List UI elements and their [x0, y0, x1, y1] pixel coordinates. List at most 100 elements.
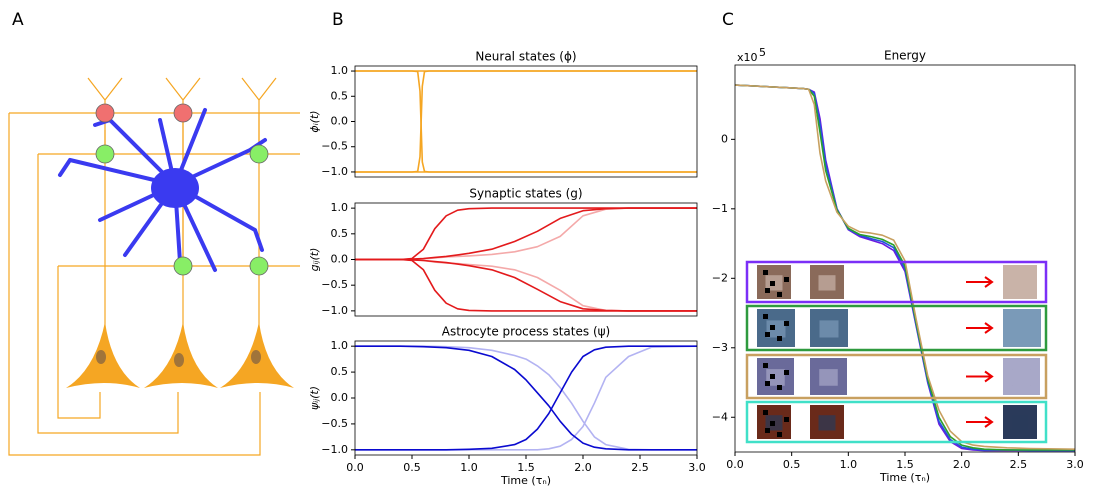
- arrow: [966, 322, 994, 334]
- occlusion: [777, 292, 782, 297]
- row-frame: [745, 400, 1048, 444]
- y-tick-label: −2: [712, 271, 728, 284]
- occlusion: [784, 277, 789, 282]
- plot-frame: [354, 202, 698, 317]
- y-tick-label: 1.0: [331, 64, 349, 77]
- occlusion: [763, 314, 768, 319]
- series-line: [355, 345, 698, 451]
- neurons: [66, 322, 294, 388]
- y-tick-label: 0.0: [331, 253, 349, 266]
- chart-title: Neural states (ϕ): [475, 50, 576, 64]
- occlusion: [765, 288, 770, 293]
- x-tick-label: 1.0: [840, 458, 858, 471]
- chart-title: Astrocyte process states (ψ): [442, 325, 610, 339]
- x-tick-label: 3.0: [1066, 458, 1084, 471]
- series-line: [355, 345, 697, 451]
- occlusion: [770, 374, 775, 379]
- occlusion: [763, 270, 768, 275]
- series-line: [355, 70, 697, 173]
- axis-multiplier-exponent: 5: [759, 46, 766, 59]
- x-tick-label: 0.5: [783, 458, 801, 471]
- occlusion: [777, 336, 782, 341]
- x-tick-label: 2.0: [574, 461, 592, 474]
- thumbnail-detail: [1011, 415, 1029, 431]
- chart-title: Energy: [884, 49, 926, 63]
- y-tick-label: 0.0: [331, 391, 349, 404]
- y-axis-label: ψᵢⱼ(t): [308, 386, 321, 410]
- thumbnail-detail: [819, 369, 838, 386]
- panel-label: C: [722, 10, 734, 30]
- y-tick-label: 1.0: [331, 201, 349, 214]
- occlusion: [765, 428, 770, 433]
- y-tick-label: −4: [712, 410, 728, 423]
- y-tick-label: 0.5: [331, 227, 349, 240]
- occlusion: [763, 363, 768, 368]
- y-tick-label: −1: [712, 202, 728, 215]
- y-axis-label: ϕᵢ(t): [308, 110, 321, 132]
- y-axis-label: gᵢⱼ(t): [308, 248, 321, 272]
- series-line: [355, 207, 697, 261]
- series-line: [355, 207, 697, 261]
- y-tick-label: −0.5: [321, 278, 348, 291]
- plot-frame: [734, 64, 1076, 453]
- series-line: [355, 345, 697, 451]
- y-tick-label: −3: [712, 341, 728, 354]
- occlusion: [765, 332, 770, 337]
- x-axis-label: Time (τₙ): [879, 471, 930, 484]
- y-tick-label: −1.0: [321, 165, 348, 178]
- row-frame: [745, 353, 1048, 400]
- y-tick-label: −1.0: [321, 304, 348, 317]
- thumbnail-detail: [1011, 275, 1029, 291]
- y-tick-label: −0.5: [321, 417, 348, 430]
- series-line: [355, 70, 697, 173]
- arrow: [966, 416, 994, 428]
- occlusion: [770, 421, 775, 426]
- occlusion: [763, 410, 768, 415]
- occlusion: [784, 321, 789, 326]
- astrocyte-body: [151, 168, 199, 208]
- thumbnail-detail: [818, 415, 836, 431]
- occlusion: [784, 417, 789, 422]
- x-tick-label: 2.5: [1010, 458, 1028, 471]
- thumbnail-detail: [766, 369, 785, 386]
- y-tick-label: 0.5: [331, 365, 349, 378]
- thumbnail-detail: [766, 320, 786, 338]
- occlusion: [777, 385, 782, 390]
- x-tick-label: 0.0: [346, 461, 364, 474]
- y-tick-label: 0.0: [331, 115, 349, 128]
- plot-frame: [354, 65, 698, 178]
- x-tick-label: 2.5: [631, 461, 649, 474]
- row-frame: [745, 260, 1048, 304]
- y-tick-label: −1.0: [321, 443, 348, 456]
- series-line: [355, 258, 697, 312]
- axis-multiplier: x10: [737, 51, 758, 64]
- x-tick-label: 1.5: [517, 461, 535, 474]
- x-tick-label: 3.0: [688, 461, 706, 474]
- thumbnail-detail: [819, 320, 839, 338]
- x-axis-label: Time (τₙ): [500, 474, 551, 486]
- panel-label: A: [12, 10, 24, 30]
- y-tick-label: −0.5: [321, 140, 348, 153]
- series-line: [355, 258, 697, 312]
- synapses: [95, 103, 269, 276]
- thumbnail-detail: [818, 275, 836, 291]
- occlusion: [784, 370, 789, 375]
- series-line: [734, 84, 1075, 451]
- x-tick-label: 0.5: [403, 461, 421, 474]
- arrow: [966, 370, 994, 383]
- series-line: [355, 258, 697, 312]
- panel-label: B: [332, 10, 344, 30]
- x-tick-label: 1.0: [460, 461, 478, 474]
- sample-rows: [745, 260, 1048, 444]
- series-line: [355, 207, 697, 261]
- series-line: [734, 84, 1075, 452]
- occlusion: [777, 432, 782, 437]
- x-tick-label: 2.0: [953, 458, 971, 471]
- thumbnail-detail: [1012, 320, 1032, 338]
- occlusion: [765, 381, 770, 386]
- y-tick-label: 0: [721, 132, 728, 145]
- x-tick-label: 0.0: [726, 458, 744, 471]
- thumbnail-detail: [1012, 369, 1031, 386]
- occlusion: [770, 325, 775, 330]
